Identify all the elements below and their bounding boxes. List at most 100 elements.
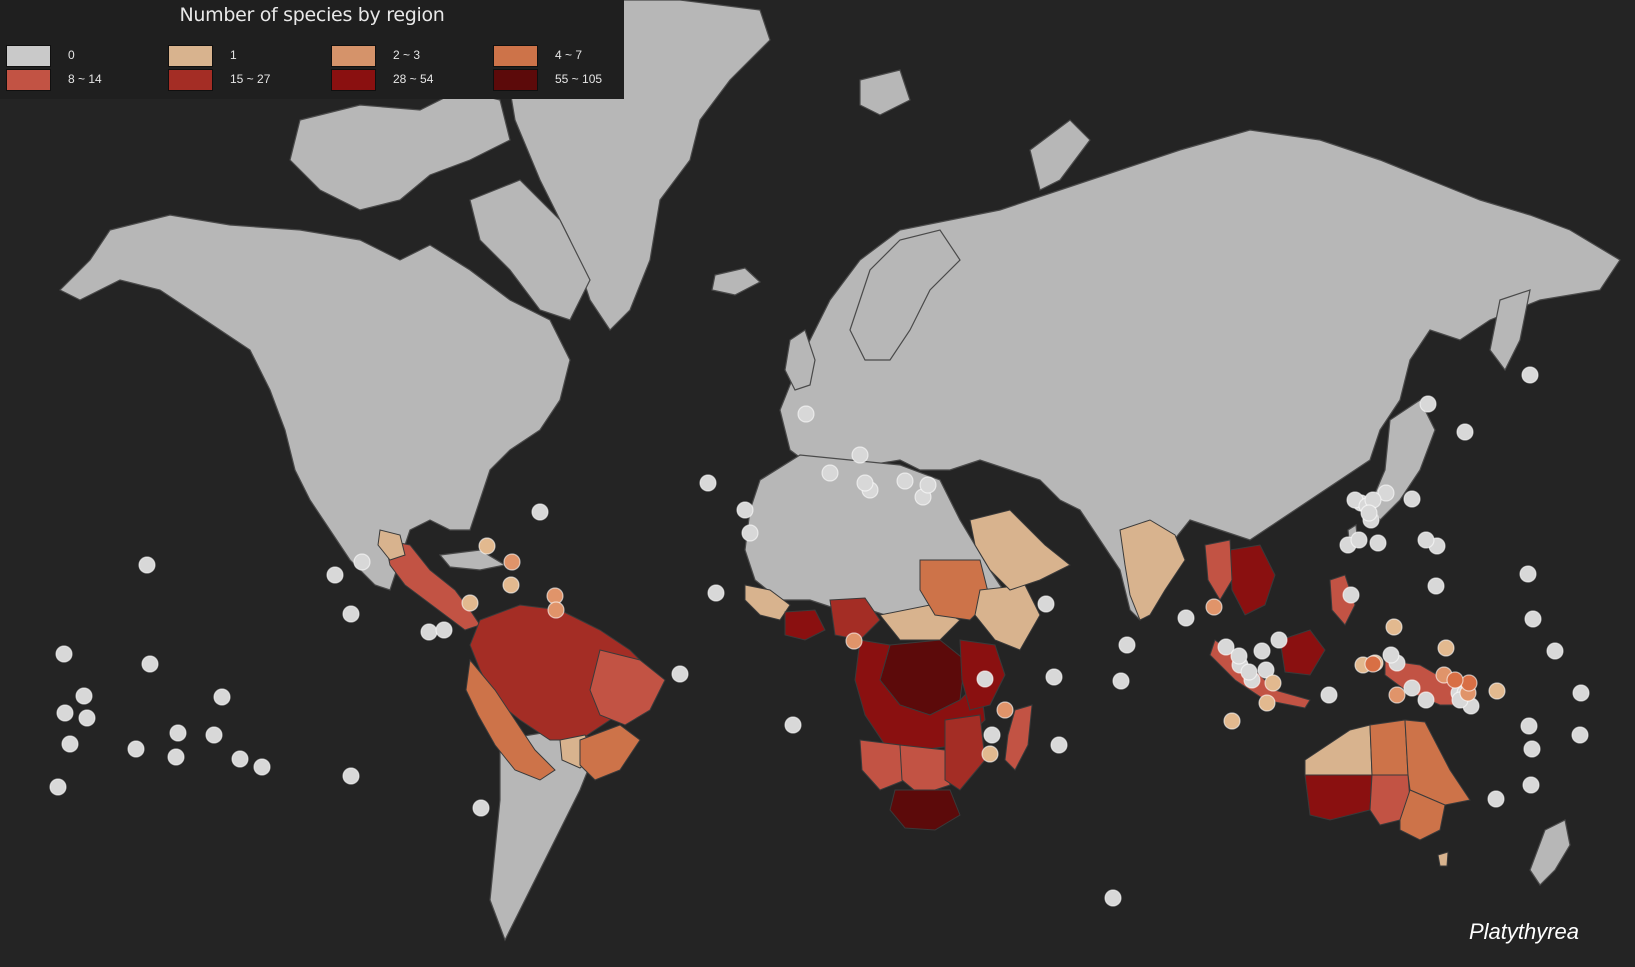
island-marker[interactable] bbox=[707, 584, 725, 602]
island-marker[interactable] bbox=[503, 553, 521, 571]
island-marker[interactable] bbox=[784, 716, 802, 734]
island-marker[interactable] bbox=[1419, 395, 1437, 413]
island-marker[interactable] bbox=[342, 605, 360, 623]
kamchatka[interactable] bbox=[1489, 289, 1531, 372]
region-central-america[interactable] bbox=[384, 539, 481, 631]
region-south-africa[interactable] bbox=[889, 789, 961, 831]
island-marker[interactable] bbox=[435, 621, 453, 639]
svalbard[interactable] bbox=[859, 69, 911, 116]
island-marker[interactable] bbox=[55, 645, 73, 663]
island-marker[interactable] bbox=[741, 524, 759, 542]
island-marker[interactable] bbox=[1521, 366, 1539, 384]
island-marker[interactable] bbox=[1364, 655, 1382, 673]
island-marker[interactable] bbox=[1519, 565, 1537, 583]
region-sudan[interactable] bbox=[919, 559, 991, 621]
island-marker[interactable] bbox=[1460, 674, 1478, 692]
island-marker[interactable] bbox=[1446, 671, 1464, 689]
island-marker[interactable] bbox=[1217, 638, 1235, 656]
region-horn-africa[interactable] bbox=[974, 584, 1041, 651]
island-marker[interactable] bbox=[671, 665, 689, 683]
region-australia-nw[interactable] bbox=[1304, 724, 1373, 776]
island-marker[interactable] bbox=[996, 701, 1014, 719]
region-mexico-south[interactable] bbox=[377, 529, 406, 561]
region-tasmania[interactable] bbox=[1437, 851, 1449, 867]
island-marker[interactable] bbox=[1572, 684, 1590, 702]
region-mozambique[interactable] bbox=[944, 714, 986, 791]
region-angola[interactable] bbox=[859, 739, 906, 791]
island-marker[interactable] bbox=[1342, 586, 1360, 604]
island-marker[interactable] bbox=[856, 474, 874, 492]
region-arabia[interactable] bbox=[969, 509, 1071, 591]
island-marker[interactable] bbox=[1437, 639, 1455, 657]
island-marker[interactable] bbox=[205, 726, 223, 744]
island-marker[interactable] bbox=[1369, 534, 1387, 552]
island-marker[interactable] bbox=[56, 704, 74, 722]
island-marker[interactable] bbox=[1104, 889, 1122, 907]
island-marker[interactable] bbox=[1571, 726, 1589, 744]
island-marker[interactable] bbox=[1045, 668, 1063, 686]
island-marker[interactable] bbox=[1520, 717, 1538, 735]
island-marker[interactable] bbox=[1403, 679, 1421, 697]
region-australia-nt[interactable] bbox=[1369, 719, 1409, 776]
island-marker[interactable] bbox=[502, 576, 520, 594]
island-marker[interactable] bbox=[699, 474, 717, 492]
island-marker[interactable] bbox=[1360, 504, 1378, 522]
region-borneo[interactable] bbox=[1279, 629, 1326, 676]
island-marker[interactable] bbox=[1417, 691, 1435, 709]
island-marker[interactable] bbox=[1230, 647, 1248, 665]
island-marker[interactable] bbox=[1320, 686, 1338, 704]
region-myanmar[interactable] bbox=[1204, 539, 1233, 601]
island-marker[interactable] bbox=[1118, 636, 1136, 654]
arctic-islands[interactable] bbox=[289, 89, 511, 211]
island-marker[interactable] bbox=[1253, 642, 1271, 660]
region-australia-wa-south[interactable] bbox=[1304, 774, 1373, 821]
island-marker[interactable] bbox=[1546, 642, 1564, 660]
island-marker[interactable] bbox=[141, 655, 159, 673]
island-marker[interactable] bbox=[213, 688, 231, 706]
great-britain[interactable] bbox=[784, 329, 816, 391]
island-marker[interactable] bbox=[1388, 686, 1406, 704]
island-marker[interactable] bbox=[1037, 595, 1055, 613]
island-marker[interactable] bbox=[1382, 646, 1400, 664]
region-southern-africa-mid[interactable] bbox=[899, 744, 951, 796]
island-marker[interactable] bbox=[478, 537, 496, 555]
island-marker[interactable] bbox=[461, 594, 479, 612]
island-marker[interactable] bbox=[342, 767, 360, 785]
island-marker[interactable] bbox=[981, 745, 999, 763]
island-marker[interactable] bbox=[845, 632, 863, 650]
island-marker[interactable] bbox=[1385, 618, 1403, 636]
island-marker[interactable] bbox=[231, 750, 249, 768]
island-marker[interactable] bbox=[1487, 790, 1505, 808]
island-marker[interactable] bbox=[736, 501, 754, 519]
island-marker[interactable] bbox=[1522, 776, 1540, 794]
island-marker[interactable] bbox=[169, 724, 187, 742]
region-brazil-east[interactable] bbox=[589, 649, 666, 726]
island-marker[interactable] bbox=[78, 709, 96, 727]
island-marker[interactable] bbox=[1403, 490, 1421, 508]
island-marker[interactable] bbox=[138, 556, 156, 574]
island-marker[interactable] bbox=[896, 472, 914, 490]
island-marker[interactable] bbox=[1377, 484, 1395, 502]
iceland[interactable] bbox=[711, 267, 762, 296]
scandinavia[interactable] bbox=[849, 229, 961, 361]
island-marker[interactable] bbox=[326, 566, 344, 584]
island-marker[interactable] bbox=[1258, 694, 1276, 712]
island-marker[interactable] bbox=[127, 740, 145, 758]
region-madagascar[interactable] bbox=[1004, 704, 1033, 771]
region-india[interactable] bbox=[1119, 519, 1186, 621]
island-marker[interactable] bbox=[1240, 663, 1258, 681]
baffin-island[interactable] bbox=[469, 179, 591, 321]
island-marker[interactable] bbox=[976, 670, 994, 688]
island-marker[interactable] bbox=[1112, 672, 1130, 690]
island-marker[interactable] bbox=[1524, 610, 1542, 628]
island-marker[interactable] bbox=[1488, 682, 1506, 700]
eurasia[interactable] bbox=[779, 129, 1621, 622]
region-nigeria[interactable] bbox=[829, 597, 881, 641]
island-marker[interactable] bbox=[547, 601, 565, 619]
region-ivory-coast[interactable] bbox=[784, 609, 826, 641]
island-marker[interactable] bbox=[420, 623, 438, 641]
island-marker[interactable] bbox=[1427, 577, 1445, 595]
island-marker[interactable] bbox=[919, 476, 937, 494]
